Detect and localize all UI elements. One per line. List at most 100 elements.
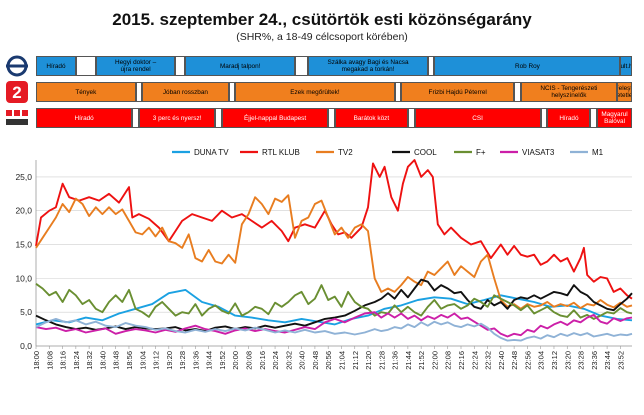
chart-subtitle: (SHR%, a 18-49 célcsoport körében)	[236, 31, 408, 43]
x-tick-label: 18:08	[45, 351, 54, 370]
chart-title: 2015. szeptember 24., csütörtök esti köz…	[112, 10, 532, 29]
schedule-break	[294, 56, 309, 76]
program-block: CSI	[414, 108, 541, 128]
schedule-break	[135, 82, 143, 102]
y-tick-label: 15,0	[15, 240, 32, 250]
legend-label: M1	[592, 148, 604, 157]
schedule-break	[75, 56, 96, 76]
x-tick-label: 18:56	[125, 351, 134, 370]
x-tick-label: 23:36	[590, 351, 599, 370]
series-line-m1	[35, 317, 633, 342]
schedule-break	[328, 108, 335, 128]
program-block: Maradj talpon!	[185, 56, 295, 76]
x-tick-label: 20:16	[258, 351, 267, 370]
tv2-logo-icon: 2	[6, 81, 28, 103]
program-block: Kult.hu	[620, 56, 632, 76]
x-tick-label: 19:20	[165, 351, 174, 370]
schedule-lane-rtl-klub: Híradó 3 perc és nyersz! Éjjel-nappal Buda…	[36, 108, 632, 130]
series-line-tv2	[35, 194, 633, 310]
schedule-break	[175, 56, 186, 76]
x-tick-label: 20:08	[245, 351, 254, 370]
program-block: Jóban rosszban	[142, 82, 229, 102]
x-tick-label: 20:00	[231, 351, 240, 370]
series-line-viasat3	[35, 311, 633, 338]
program-block: Híradó	[547, 108, 591, 128]
x-tick-label: 20:48	[311, 351, 320, 370]
legend-label: VIASAT3	[522, 148, 555, 157]
x-tick-label: 20:40	[298, 351, 307, 370]
x-tick-label: 21:04	[337, 351, 346, 370]
x-tick-label: 23:28	[577, 351, 586, 370]
y-tick-label: 25,0	[15, 172, 32, 182]
x-tick-label: 18:16	[59, 351, 68, 370]
program-block: Feleşt- hetetlen	[617, 82, 632, 102]
schedule-break	[407, 108, 415, 128]
x-tick-label: 19:28	[178, 351, 187, 370]
x-tick-label: 19:36	[191, 351, 200, 370]
x-tick-label: 18:40	[98, 351, 107, 370]
x-tick-label: 22:56	[523, 351, 532, 370]
program-block: Frizbi Hajdú Péterrel	[401, 82, 515, 102]
schedule-break	[215, 108, 222, 128]
legend-label: RTL KLUB	[262, 148, 300, 157]
x-tick-label: 23:52	[616, 351, 625, 370]
program-block: Rob Roy	[434, 56, 621, 76]
program-block: Magyarul Balóval	[597, 108, 632, 128]
schedule-lane-duna: Híradó Hegyi doktor – újra rendel Maradj t…	[36, 56, 632, 78]
series-line-f-	[35, 283, 633, 320]
x-tick-label: 21:36	[391, 351, 400, 370]
duna-logo-icon	[6, 55, 28, 77]
schedule-break	[394, 82, 402, 102]
schedule-break	[540, 108, 548, 128]
y-tick-label: 0,0	[20, 341, 32, 351]
program-block: Barátok közt	[334, 108, 408, 128]
legend-label: F+	[476, 148, 486, 157]
x-tick-label: 21:52	[417, 351, 426, 370]
series-line-rtl-klub	[35, 159, 633, 300]
x-tick-label: 22:00	[430, 351, 439, 370]
x-tick-label: 21:12	[351, 351, 360, 370]
program-block: 3 perc és nyersz!	[138, 108, 216, 128]
x-tick-label: 23:04	[537, 351, 546, 370]
x-tick-label: 23:20	[563, 351, 572, 370]
schedule-lane-tv2: Tények Jóban rosszban Ezek megőrültek! Friz…	[36, 82, 632, 104]
y-tick-label: 20,0	[15, 206, 32, 216]
schedule-break	[590, 108, 598, 128]
rtl-klub-logo-icon	[6, 110, 28, 125]
x-tick-label: 21:20	[364, 351, 373, 370]
x-tick-label: 18:48	[112, 351, 121, 370]
program-block: Tények	[36, 82, 136, 102]
program-block: NCIS - Tengerészeti helyszínelők	[520, 82, 618, 102]
x-tick-label: 18:32	[85, 351, 94, 370]
schedule-break	[427, 56, 435, 76]
x-tick-label: 21:44	[404, 351, 413, 370]
schedule-break	[514, 82, 521, 102]
program-block: Szálka avagy Bagi és Nacsa megakad a tor…	[308, 56, 428, 76]
x-tick-label: 21:28	[377, 351, 386, 370]
x-tick-label: 20:56	[324, 351, 333, 370]
x-tick-label: 18:00	[32, 351, 41, 370]
y-tick-label: 10,0	[15, 273, 32, 283]
x-tick-label: 22:48	[510, 351, 519, 370]
x-tick-label: 18:24	[72, 351, 81, 370]
schedule-break	[132, 108, 139, 128]
x-tick-label: 23:44	[603, 351, 612, 370]
x-tick-label: 22:24	[470, 351, 479, 370]
x-tick-label: 20:24	[271, 351, 280, 370]
program-block: Híradó	[36, 56, 76, 76]
legend-label: DUNA TV	[194, 148, 229, 157]
svg-text:2: 2	[12, 83, 21, 102]
y-tick-label: 5,0	[20, 307, 32, 317]
program-block: Hegyi doktor – újra rendel	[95, 56, 176, 76]
x-tick-label: 19:04	[138, 351, 147, 370]
program-block: Híradó	[36, 108, 133, 128]
legend-label: TV2	[338, 148, 353, 157]
x-tick-label: 22:16	[457, 351, 466, 370]
x-tick-label: 19:12	[152, 351, 161, 370]
schedule-break	[228, 82, 236, 102]
x-tick-label: 23:12	[550, 351, 559, 370]
x-tick-label: 22:08	[444, 351, 453, 370]
x-tick-label: 22:32	[484, 351, 493, 370]
legend-label: COOL	[414, 148, 437, 157]
